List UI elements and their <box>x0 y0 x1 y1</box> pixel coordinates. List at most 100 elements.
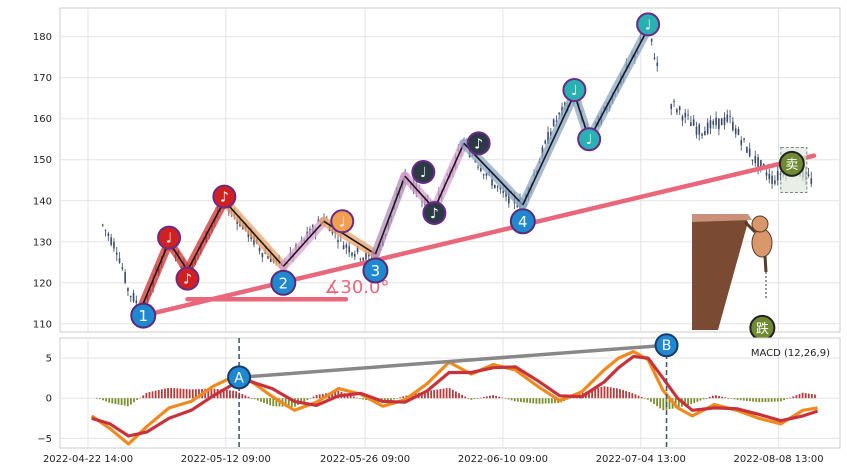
cliff-rock <box>692 214 748 330</box>
candle-body <box>113 241 115 249</box>
macd-histogram-bar <box>625 391 628 399</box>
wave-label-circle <box>270 269 297 296</box>
macd-histogram-bar <box>807 393 810 399</box>
macd-histogram-bar <box>359 398 361 399</box>
macd-histogram-bar <box>789 397 792 399</box>
macd-histogram-bar <box>699 398 702 401</box>
macd-y-tick-label: 5 <box>46 354 52 365</box>
macd-histogram-bar <box>485 396 488 399</box>
macd-histogram-bar <box>498 396 501 399</box>
macd-histogram-bar <box>167 388 169 399</box>
note-marker-glyph: ♪ <box>220 190 229 206</box>
macd-histogram-bar <box>136 398 138 400</box>
macd-histogram-bar <box>445 388 448 399</box>
macd-histogram-bar <box>439 389 442 399</box>
macd-histogram-bar <box>424 391 426 399</box>
candle-body <box>348 246 350 253</box>
note-marker-glyph: ♪ <box>183 272 192 288</box>
candle-body <box>132 292 135 302</box>
candle-body <box>516 205 519 208</box>
macd-histogram-bar <box>538 398 541 404</box>
wave-label-circle <box>130 302 157 329</box>
price-y-tick-label: 120 <box>33 278 52 289</box>
macd-histogram-bar <box>312 396 315 399</box>
note-marker-glyph: ♩ <box>645 17 652 33</box>
candle-body <box>342 245 345 250</box>
macd-histogram-bar <box>479 397 482 399</box>
macd-histogram-bar <box>222 389 225 399</box>
macd-histogram-bar <box>284 398 287 407</box>
macd-histogram-bar <box>662 398 665 411</box>
price-y-tick-label: 140 <box>33 196 52 207</box>
event-marker-circle <box>227 365 252 390</box>
macd-histogram-bar <box>634 394 637 399</box>
candle-body <box>737 129 740 135</box>
candle-body <box>746 146 748 153</box>
candle-body <box>127 288 129 292</box>
cliff-illustration <box>692 214 773 330</box>
note-marker-circle <box>636 12 661 37</box>
macd-histogram-bar <box>448 388 451 399</box>
candle-body <box>729 116 731 118</box>
note-marker-glyph: ♪ <box>430 206 439 222</box>
macd-histogram-bar <box>810 394 813 399</box>
macd-histogram-bar <box>386 398 389 402</box>
candle-body <box>124 272 126 283</box>
event-marker: B <box>654 333 679 358</box>
candle-body <box>550 131 552 136</box>
candle-body <box>359 258 362 260</box>
macd-histogram-bar <box>736 398 739 400</box>
candle-body <box>362 257 364 261</box>
candle-body <box>508 190 510 204</box>
macd-histogram-bar <box>331 392 333 399</box>
macd-histogram-bar <box>780 398 782 402</box>
note-marker-circle <box>466 131 491 156</box>
macd-histogram-bar <box>792 396 795 399</box>
note-marker-glyph: ♩ <box>571 83 578 99</box>
macd-histogram-bar <box>550 398 553 404</box>
candle-body <box>765 172 768 176</box>
note-marker-circle <box>175 266 200 291</box>
macd-histogram-bar <box>755 398 758 402</box>
candle-body <box>726 114 729 122</box>
candle-body <box>676 109 678 113</box>
signal-badge: 跌 <box>749 314 776 341</box>
note-marker-circle <box>157 225 182 250</box>
macd-histogram-bar <box>783 398 785 401</box>
macd-histogram-bar <box>715 395 717 399</box>
note-marker: ♩ <box>636 12 661 37</box>
dog-leg <box>763 255 768 273</box>
candle-body <box>709 120 712 129</box>
macd-histogram-bar <box>303 398 306 402</box>
macd-histogram-bar <box>108 398 111 403</box>
note-marker-circle <box>330 209 355 234</box>
x-tick-label: 2022-05-26 09:00 <box>320 454 410 465</box>
macd-histogram-bar <box>489 395 491 399</box>
candle-body <box>734 128 737 135</box>
macd-histogram-bar <box>170 387 173 399</box>
macd-histogram-bar <box>708 396 711 399</box>
macd-histogram-bar <box>402 396 405 399</box>
macd-histogram-bar <box>646 398 649 400</box>
macd-histogram-bar <box>399 397 402 399</box>
macd-histogram-bar <box>139 397 142 399</box>
candle-body <box>104 229 107 231</box>
macd-histogram-bar <box>659 398 662 409</box>
macd-histogram-bar <box>643 398 646 399</box>
x-tick-label: 2022-05-12 09:00 <box>181 454 271 465</box>
candle-body <box>502 190 505 193</box>
candle-body <box>494 184 496 188</box>
note-marker: ♩ <box>157 225 182 250</box>
signal-badge-glyph: 跌 <box>756 321 769 337</box>
macd-histogram-bar <box>334 391 337 399</box>
macd-histogram-bar <box>355 397 358 399</box>
macd-histogram-bar <box>510 398 513 401</box>
macd-histogram-bar <box>650 398 652 402</box>
macd-histogram-bar <box>594 389 597 399</box>
macd-histogram-bar <box>111 398 114 404</box>
note-marker: ♩ <box>562 78 587 103</box>
macd-panel: 2022-04-22 14:00 2022-05-12 09:00 2022-05-… <box>37 333 841 465</box>
candle-body <box>740 139 743 146</box>
price-y-tick-label: 160 <box>33 114 52 125</box>
